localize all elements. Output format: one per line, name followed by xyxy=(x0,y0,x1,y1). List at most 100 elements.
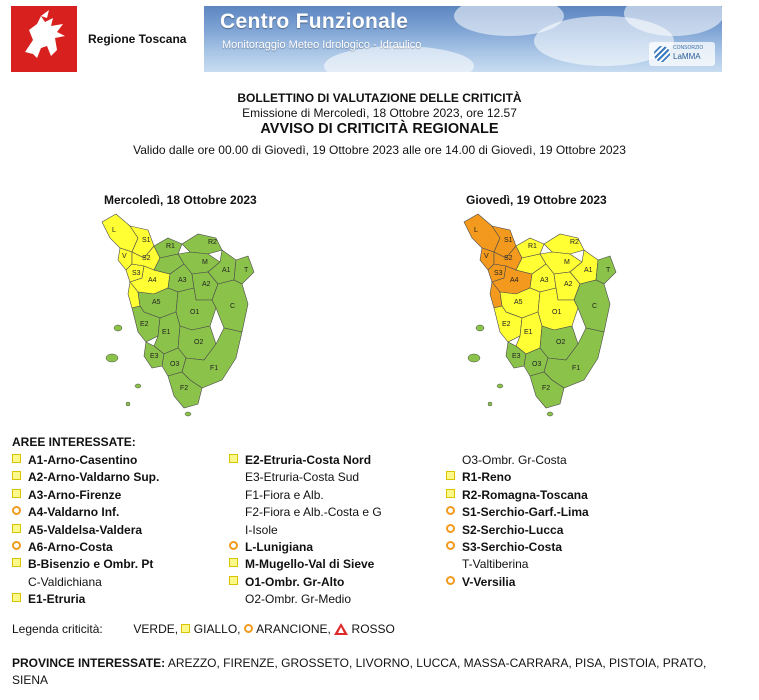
zone-label-l: L xyxy=(112,227,116,234)
zone-label-e3: E3 xyxy=(150,353,159,360)
orange-circle-icon xyxy=(243,624,253,634)
yellow-square-icon xyxy=(446,488,455,498)
lamma-name: LaMMA xyxy=(673,52,701,61)
red-triangle-icon xyxy=(334,622,349,635)
orange-circle-icon xyxy=(446,506,455,516)
zone-i-island xyxy=(125,401,131,407)
zone-label-m: M xyxy=(202,259,208,266)
area-item: C-Valdichiana xyxy=(12,575,102,589)
area-item: M-Mugello-Val di Sieve xyxy=(229,557,374,571)
area-item: S2-Serchio-Lucca xyxy=(446,523,563,537)
pegasus-icon xyxy=(25,10,65,58)
zone-label-a2: A2 xyxy=(202,281,211,288)
yellow-square-icon xyxy=(12,471,21,481)
zone-label-r2: R2 xyxy=(208,239,217,246)
area-label: O1-Ombr. Gr-Alto xyxy=(245,574,345,589)
zone-l xyxy=(463,213,501,253)
area-label: A1-Arno-Casentino xyxy=(28,453,138,467)
area-item: A1-Arno-Casentino xyxy=(12,453,137,467)
lamma-icon xyxy=(654,46,670,62)
zone-label-s1: S1 xyxy=(504,237,513,244)
yellow-square-icon xyxy=(12,593,21,603)
provinces: PROVINCE INTERESSATE: AREZZO, FIRENZE, G… xyxy=(12,655,712,689)
legend-giallo: GIALLO, xyxy=(193,621,241,636)
region-name: Regione Toscana xyxy=(88,32,187,46)
zone-i-island xyxy=(467,353,481,363)
yellow-square-icon xyxy=(12,454,21,463)
yellow-square-icon xyxy=(12,558,21,568)
area-item: F1-Fiora e Alb. xyxy=(229,488,324,502)
zone-f2 xyxy=(167,371,203,409)
area-label: S2-Serchio-Lucca xyxy=(462,522,564,537)
zone-l xyxy=(101,213,139,253)
area-label: R2-Romagna-Toscana xyxy=(462,487,588,502)
zone-label-s2: S2 xyxy=(142,255,151,262)
zone-label-e2: E2 xyxy=(502,321,511,328)
zone-label-a3: A3 xyxy=(540,277,549,284)
lamma-consortium-label: CONSORZIO xyxy=(673,45,704,51)
area-item: T-Valtiberina xyxy=(446,557,528,571)
area-item: E2-Etruria-Costa Nord xyxy=(229,453,371,467)
zone-i-island xyxy=(113,324,123,332)
area-label: A2-Arno-Valdarno Sup. xyxy=(28,470,160,485)
area-item: I-Isole xyxy=(229,523,278,537)
zone-label-a1: A1 xyxy=(222,267,231,274)
zone-i-island xyxy=(105,353,119,363)
zone-i-island xyxy=(475,324,485,332)
area-label: F1-Fiora e Alb. xyxy=(245,487,324,502)
map-wednesday: L S1 V S3 S2 A4 R2 M R1 A1 A3 A2 T A5 O1 C E2 E1 O2 E3 O3 F1 F… xyxy=(101,213,255,417)
area-label: C-Valdichiana xyxy=(28,574,102,589)
zone-label-a5: A5 xyxy=(152,299,161,306)
orange-circle-icon xyxy=(12,541,21,550)
area-label: O3-Ombr. Gr-Costa xyxy=(462,453,567,467)
area-item: F2-Fiora e Alb.-Costa e G xyxy=(229,505,382,519)
area-item: O2-Ombr. Gr-Medio xyxy=(229,592,351,606)
yellow-square-icon xyxy=(229,454,238,463)
zone-label-e1: E1 xyxy=(162,329,171,336)
zone-label-t: T xyxy=(606,267,611,274)
yellow-square-icon xyxy=(446,471,455,481)
zone-label-e2: E2 xyxy=(140,321,149,328)
zone-label-s3: S3 xyxy=(494,270,503,277)
area-item: A5-Valdelsa-Valdera xyxy=(12,523,142,537)
area-item: O1-Ombr. Gr-Alto xyxy=(229,575,344,589)
area-label: T-Valtiberina xyxy=(462,557,529,572)
area-label: A4-Valdarno Inf. xyxy=(28,505,120,520)
yellow-square-icon xyxy=(12,523,21,533)
yellow-square-icon xyxy=(12,488,21,498)
area-item: A6-Arno-Costa xyxy=(12,540,113,554)
validity-period: Valido dalle ore 00.00 di Giovedì, 19 Ot… xyxy=(133,143,626,157)
zone-label-f1: F1 xyxy=(572,365,580,372)
map-right-title: Giovedì, 19 Ottobre 2023 xyxy=(466,193,607,207)
zone-label-e1: E1 xyxy=(524,329,533,336)
zone-label-v: V xyxy=(122,253,127,260)
zone-i-island xyxy=(487,401,493,407)
legend-verde: VERDE, xyxy=(133,621,179,636)
zone-i-island xyxy=(496,383,504,389)
area-item: R1-Reno xyxy=(446,470,511,484)
area-item: A2-Arno-Valdarno Sup. xyxy=(12,470,159,484)
area-label: E3-Etruria-Costa Sud xyxy=(245,470,360,485)
zone-label-f2: F2 xyxy=(542,385,550,392)
zone-f2 xyxy=(529,371,565,409)
map-thursday: L S1 V S3 S2 A4 R2 M R1 A1 A3 A2 T A5 O1 C E2 E1 O2 E3 O3 F1 F… xyxy=(463,213,617,417)
zone-label-o3: O3 xyxy=(170,361,179,368)
zone-label-a2: A2 xyxy=(564,281,573,288)
orange-circle-icon xyxy=(446,575,455,585)
orange-circle-icon xyxy=(446,523,455,533)
area-label: A3-Arno-Firenze xyxy=(28,487,122,502)
area-label: E2-Etruria-Costa Nord xyxy=(245,453,372,467)
zone-label-c: C xyxy=(592,303,597,310)
area-label: A6-Arno-Costa xyxy=(28,540,113,554)
orange-circle-icon xyxy=(446,541,455,550)
area-label: S3-Serchio-Costa xyxy=(462,540,563,554)
zone-i-island xyxy=(134,383,142,389)
zone-label-l: L xyxy=(474,227,478,234)
orange-circle-icon xyxy=(229,541,238,550)
regione-toscana-logo xyxy=(11,6,77,72)
zone-label-m: M xyxy=(564,259,570,266)
centro-funzionale-banner: Centro Funzionale Monitoraggio Meteo Idr… xyxy=(204,6,722,72)
zone-label-t: T xyxy=(244,267,249,274)
area-label: E1-Etruria xyxy=(28,592,86,607)
legend-label: Legenda criticità: xyxy=(12,621,103,636)
